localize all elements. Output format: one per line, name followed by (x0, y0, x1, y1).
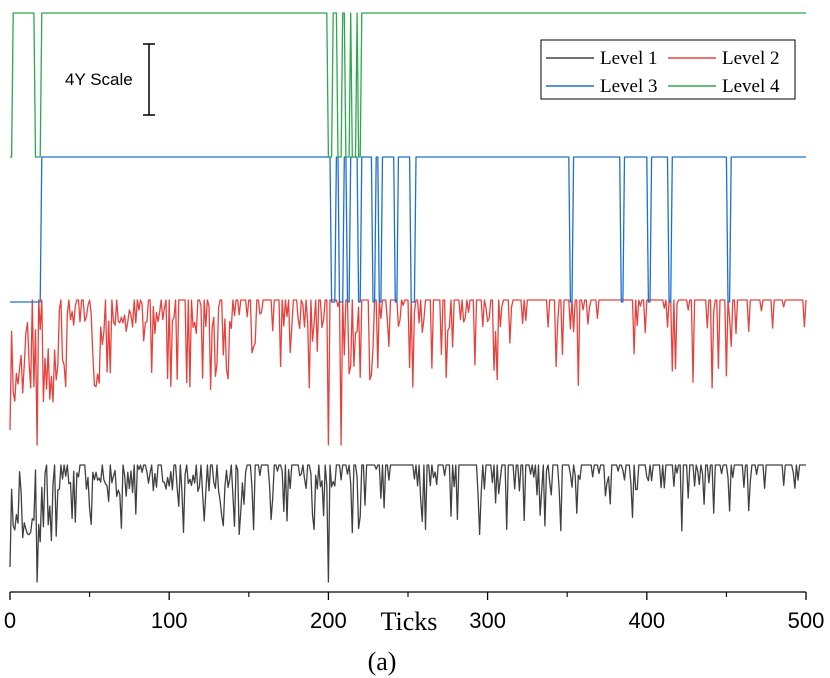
scale-bar: 4Y Scale (65, 43, 155, 116)
x-tick-label-5: 500 (788, 608, 825, 633)
series-line-level-3 (10, 156, 806, 303)
legend-box (540, 39, 796, 100)
legend-label-level-4: Level 4 (722, 76, 780, 97)
x-tick-label-1: 100 (151, 608, 188, 633)
legend-label-level-3: Level 3 (600, 76, 658, 97)
x-tick-label-0: 0 (4, 608, 16, 633)
series-line-level-2 (9, 299, 807, 446)
series-line-level-4 (10, 12, 806, 158)
x-ticks: 0 100 200 300 400 500 (4, 592, 824, 633)
x-axis-label: Ticks (381, 607, 438, 636)
legend-label-level-2: Level 2 (722, 48, 780, 69)
scale-label: 4Y Scale (65, 70, 133, 89)
figure-caption: (a) (368, 647, 397, 676)
x-tick-label-3: 300 (469, 608, 506, 633)
legend-label-level-1: Level 1 (600, 48, 658, 69)
x-axis: 0 100 200 300 400 500 Ticks (4, 591, 824, 636)
series-line-level-1 (9, 464, 806, 583)
series-layer (9, 12, 807, 583)
x-tick-label-2: 200 (310, 608, 347, 633)
legend: Level 1 Level 2 Level 3 Level 4 (540, 39, 796, 100)
x-tick-label-4: 400 (628, 608, 665, 633)
